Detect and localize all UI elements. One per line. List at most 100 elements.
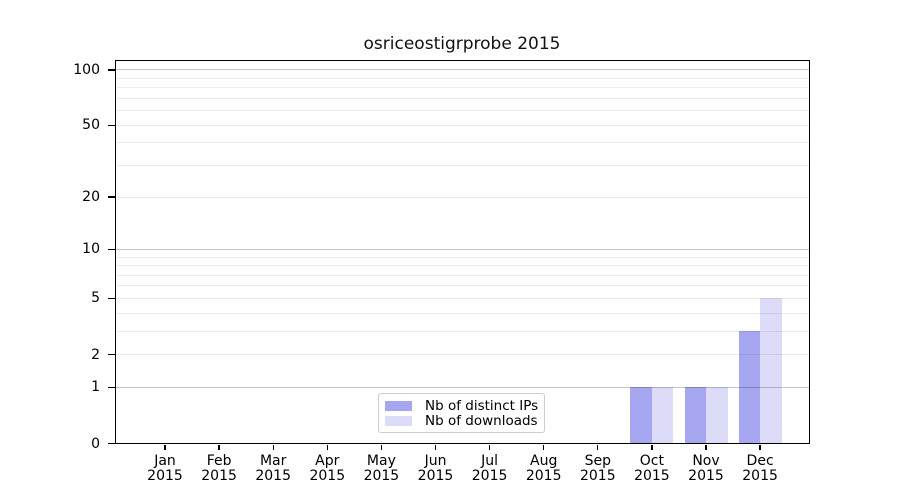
- y-tick-mark: [107, 297, 115, 300]
- bar-downloads-dec: [760, 298, 782, 444]
- minor-gridline: [114, 124, 810, 126]
- minor-gridline: [114, 297, 810, 299]
- y-tick-mark: [107, 69, 115, 71]
- x-tick-year: 2015: [742, 468, 778, 484]
- legend-swatch-distinct-ips: [385, 400, 412, 411]
- x-tick-month: Apr: [315, 452, 340, 469]
- x-tick-month: Feb: [206, 452, 232, 469]
- bar-distinct-ips-oct: [630, 387, 652, 444]
- x-tick-year: 2015: [255, 468, 291, 484]
- minor-gridline: [114, 285, 810, 287]
- x-tick-label: Jan 2015: [133, 452, 197, 485]
- minor-gridline: [114, 97, 810, 99]
- y-tick-label: 10: [82, 241, 100, 258]
- x-tick-label: Mar 2015: [241, 452, 305, 485]
- y-tick-mark: [107, 442, 115, 445]
- x-tick-year: 2015: [579, 468, 616, 484]
- minor-gridline: [114, 330, 810, 332]
- y-tick-mark: [107, 124, 115, 126]
- x-tick-mark: [218, 445, 220, 450]
- legend-entry-downloads: Nb of downloads: [385, 412, 538, 429]
- legend-swatch-downloads: [385, 415, 412, 426]
- x-tick-year: 2015: [525, 468, 562, 484]
- x-tick-month: May: [366, 452, 396, 469]
- x-tick-year: 2015: [147, 468, 183, 484]
- y-tick-mark: [107, 353, 115, 356]
- x-tick-label: Apr 2015: [295, 452, 359, 485]
- x-tick-mark: [272, 445, 274, 450]
- x-tick-month: Jul: [481, 452, 499, 469]
- x-tick-mark: [705, 445, 707, 450]
- y-tick-label: 100: [73, 61, 100, 78]
- y-tick-label: 0: [91, 435, 100, 452]
- x-tick-year: 2015: [201, 468, 237, 484]
- minor-gridline: [114, 196, 810, 198]
- gridlines-layer: [114, 60, 810, 444]
- x-tick-month: Oct: [639, 452, 664, 469]
- x-tick-mark: [488, 445, 491, 450]
- minor-gridline: [114, 265, 810, 267]
- y-tick-label: 50: [82, 117, 100, 134]
- x-tick-label: May 2015: [349, 452, 413, 485]
- x-tick-month: Aug: [530, 452, 558, 469]
- x-tick-mark: [597, 445, 599, 450]
- x-tick-month: Sep: [584, 452, 611, 469]
- x-tick-mark: [326, 445, 328, 450]
- x-tick-year: 2015: [363, 468, 400, 484]
- major-gridline: [114, 69, 810, 71]
- x-tick-label: Sep 2015: [566, 452, 630, 485]
- minor-gridline: [114, 354, 810, 356]
- minor-gridline: [114, 110, 810, 112]
- chart-title: osriceostigrprobe 2015: [363, 34, 561, 54]
- x-tick-month: Dec: [746, 452, 774, 469]
- y-tick-label: 20: [82, 189, 100, 206]
- x-tick-month: Jan: [154, 452, 176, 469]
- legend: Nb of distinct IPs Nb of downloads: [378, 393, 545, 433]
- y-tick-mark: [107, 196, 115, 198]
- y-tick-mark: [107, 386, 115, 389]
- y-tick-label: 1: [91, 379, 100, 396]
- x-tick-mark: [759, 445, 761, 450]
- minor-gridline: [114, 312, 810, 314]
- x-tick-label: Dec 2015: [728, 452, 792, 485]
- x-tick-mark: [380, 445, 383, 450]
- x-tick-mark: [164, 445, 166, 450]
- bar-distinct-ips-nov: [684, 387, 706, 444]
- major-gridline: [114, 248, 810, 250]
- x-tick-year: 2015: [688, 468, 724, 484]
- x-tick-label: Feb 2015: [187, 452, 251, 485]
- x-tick-mark: [543, 445, 545, 450]
- x-tick-month: Jun: [424, 452, 447, 469]
- x-tick-label: Aug 2015: [512, 452, 576, 485]
- y-tick-label: 2: [91, 346, 100, 363]
- y-tick-mark: [107, 248, 115, 251]
- major-gridline: [114, 386, 810, 388]
- x-tick-month: Mar: [259, 452, 287, 469]
- x-tick-year: 2015: [634, 468, 670, 484]
- x-tick-mark: [434, 445, 437, 450]
- bar-distinct-ips-dec: [738, 331, 761, 444]
- minor-gridline: [114, 274, 810, 276]
- legend-label-downloads: Nb of downloads: [425, 412, 538, 429]
- x-tick-mark: [651, 445, 653, 450]
- x-tick-year: 2015: [309, 468, 346, 484]
- legend-entry-distinct-ips: Nb of distinct IPs: [385, 397, 539, 414]
- x-tick-label: Jul 2015: [458, 452, 522, 485]
- x-tick-year: 2015: [417, 468, 454, 484]
- minor-gridline: [114, 77, 810, 79]
- x-tick-month: Nov: [692, 452, 720, 469]
- bars-layer: [115, 60, 810, 444]
- x-tick-label: Jun 2015: [404, 452, 468, 485]
- minor-gridline: [114, 142, 810, 144]
- minor-gridline: [114, 256, 810, 258]
- x-tick-year: 2015: [471, 468, 508, 484]
- minor-gridline: [114, 165, 810, 166]
- minor-gridline: [114, 87, 810, 89]
- plot-area: [114, 60, 810, 444]
- x-tick-label: Oct 2015: [620, 452, 684, 485]
- legend-label-distinct-ips: Nb of distinct IPs: [425, 397, 539, 414]
- y-tick-label: 5: [91, 290, 100, 307]
- x-tick-label: Nov 2015: [674, 452, 738, 485]
- bar-downloads-oct: [651, 387, 674, 444]
